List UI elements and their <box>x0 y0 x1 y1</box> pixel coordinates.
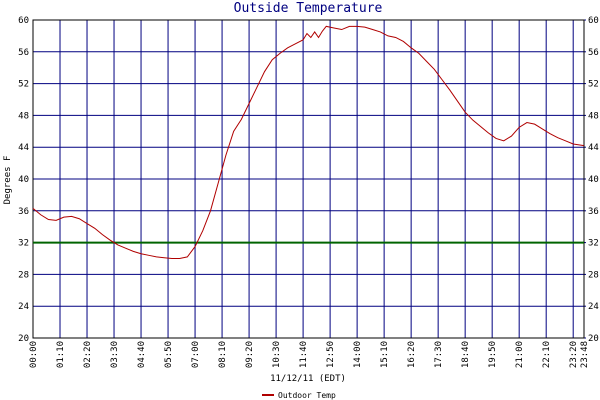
x-tick-label: 09:20 <box>245 341 255 368</box>
y2-tick-label: 52 <box>588 80 599 90</box>
x-tick-label: 00:00 <box>29 341 39 368</box>
y2-tick-label: 20 <box>588 334 599 344</box>
y2-tick-label: 36 <box>588 207 599 217</box>
x-tick-label: 18:40 <box>461 341 471 368</box>
y-tick-label: 20 <box>18 334 29 344</box>
y-tick-label: 40 <box>18 175 29 185</box>
y-tick-label: 48 <box>18 111 29 121</box>
y2-tick-label: 48 <box>588 111 599 121</box>
y2-tick-label: 60 <box>588 16 599 26</box>
y-tick-label: 52 <box>18 80 29 90</box>
chart-title: Outside Temperature <box>234 1 383 16</box>
x-tick-label: 21:00 <box>515 341 525 368</box>
y-tick-label: 32 <box>18 239 29 249</box>
x-tick-label: 14:00 <box>353 341 363 368</box>
y-tick-label: 24 <box>18 302 29 312</box>
x-tick-label: 16:20 <box>407 341 417 368</box>
y-tick-label: 60 <box>18 16 29 26</box>
y-tick-label: 36 <box>18 207 29 217</box>
legend-label: Outdoor Temp <box>278 391 336 400</box>
x-tick-label: 23:20 <box>569 341 579 368</box>
x-axis-label: 11/12/11 (EDT) <box>270 374 346 384</box>
x-tick-label: 10:30 <box>272 341 282 368</box>
x-tick-label: 23:48 <box>580 341 590 368</box>
x-tick-label: 17:30 <box>434 341 444 368</box>
y-tick-label: 56 <box>18 48 29 58</box>
x-tick-label: 07:00 <box>191 341 201 368</box>
y-tick-label: 28 <box>18 270 29 280</box>
y2-tick-label: 44 <box>588 143 599 153</box>
y2-tick-label: 32 <box>588 239 599 249</box>
x-tick-label: 19:50 <box>488 341 498 368</box>
x-tick-label: 11:40 <box>299 341 309 368</box>
x-tick-label: 04:40 <box>137 341 147 368</box>
x-tick-label: 15:10 <box>380 341 390 368</box>
plot-frame <box>32 19 585 339</box>
x-tick-label: 08:10 <box>218 341 228 368</box>
x-tick-label: 03:30 <box>110 341 120 368</box>
x-tick-label: 05:50 <box>164 341 174 368</box>
y-tick-label: 44 <box>18 143 29 153</box>
y2-tick-label: 28 <box>588 270 599 280</box>
y2-tick-label: 40 <box>588 175 599 185</box>
x-tick-label: 22:10 <box>542 341 552 368</box>
x-tick-label: 02:20 <box>83 341 93 368</box>
data-line <box>32 25 585 259</box>
y-axis-label: Degrees F <box>3 156 13 205</box>
y2-tick-label: 24 <box>588 302 599 312</box>
x-tick-label: 01:10 <box>56 341 66 368</box>
x-tick-label: 12:50 <box>326 341 336 368</box>
y2-tick-label: 56 <box>588 48 599 58</box>
